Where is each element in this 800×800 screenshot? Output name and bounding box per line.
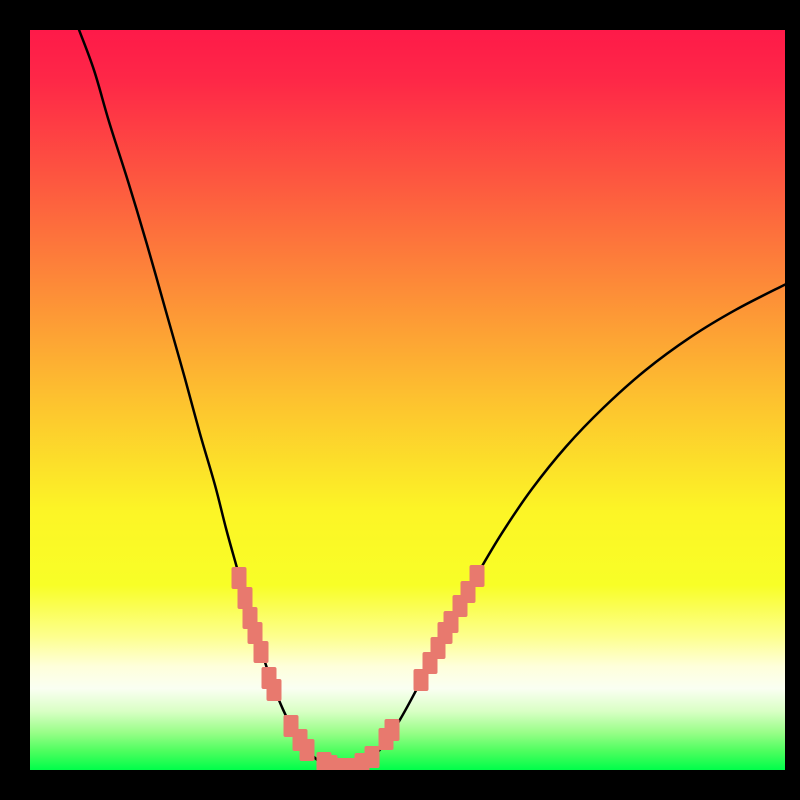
chart-plot-area <box>30 30 785 770</box>
curve-marker <box>365 746 380 768</box>
frame-top <box>0 0 800 30</box>
curve-marker <box>385 719 400 741</box>
curve-marker <box>238 587 253 609</box>
curve-marker <box>469 565 484 587</box>
curve-marker <box>266 679 281 701</box>
curve-markers <box>30 30 785 770</box>
curve-marker <box>300 739 315 761</box>
frame-bottom <box>0 770 800 800</box>
curve-marker <box>232 567 247 589</box>
frame-left <box>0 0 30 800</box>
frame-right <box>785 0 800 800</box>
curve-marker <box>254 641 269 663</box>
